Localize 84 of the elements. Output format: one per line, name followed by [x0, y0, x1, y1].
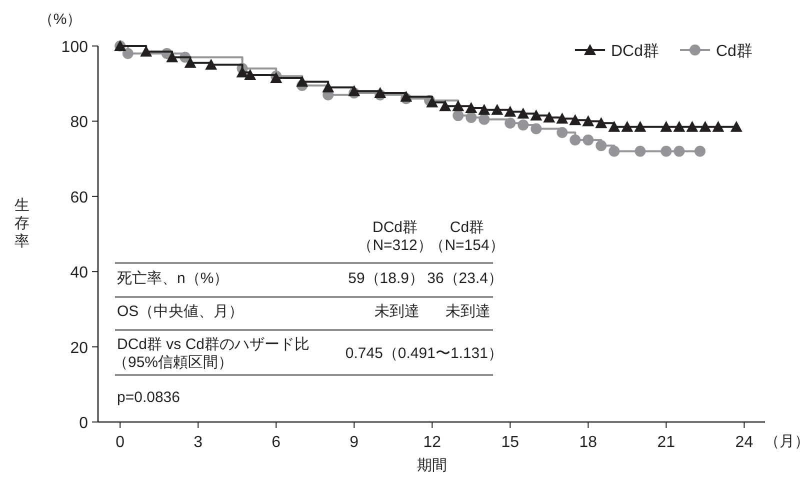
point	[694, 146, 706, 157]
point	[608, 146, 620, 157]
y-tick-label: 20	[70, 340, 88, 357]
point	[478, 104, 490, 115]
annotation: Cd群	[450, 219, 484, 236]
point	[517, 108, 530, 119]
point	[686, 120, 698, 132]
point	[236, 66, 248, 78]
point	[322, 81, 334, 92]
point	[673, 120, 686, 132]
point	[452, 110, 464, 122]
point	[518, 119, 529, 130]
point	[582, 115, 594, 126]
point	[712, 120, 724, 132]
point	[621, 120, 634, 132]
annotation: DCd群	[372, 219, 418, 236]
point	[491, 104, 504, 115]
annotation: 未到達	[446, 303, 490, 320]
point	[582, 134, 594, 146]
annotation: OS（中央値、月）	[117, 303, 244, 320]
point	[244, 68, 256, 80]
annotation: p=0.0836	[117, 389, 180, 406]
x-tick-label: 12	[423, 434, 442, 451]
point	[608, 120, 620, 132]
point	[296, 76, 308, 87]
point	[205, 58, 218, 70]
point	[634, 146, 646, 157]
point	[504, 106, 516, 117]
point	[530, 110, 542, 121]
point	[543, 111, 556, 122]
x-tick-label: 24	[735, 434, 754, 451]
x-tick-label: 18	[579, 434, 598, 451]
y-tick-label: 100	[61, 39, 88, 56]
point	[439, 100, 452, 112]
annotation: DCd群 vs Cd群のハザード比	[117, 336, 310, 353]
point	[634, 120, 646, 132]
y-tick-label: 60	[70, 189, 88, 206]
point	[556, 126, 568, 138]
annotation: （N=312）	[358, 237, 432, 254]
point	[466, 112, 477, 123]
y-axis-title: 生存率	[14, 197, 30, 250]
x-tick-label: 15	[501, 434, 520, 451]
annotation: 0.745（0.491〜1.131）	[345, 345, 503, 362]
point	[140, 46, 152, 57]
x-tick-label: 0	[116, 434, 125, 451]
y-tick-label: 40	[70, 264, 88, 282]
y-tick-label: 80	[70, 114, 88, 132]
y-tick-label: 0	[79, 415, 88, 432]
x-tick-label: 3	[194, 434, 203, 451]
legend-label: Cd群	[716, 43, 752, 60]
point	[478, 114, 490, 125]
legend-label: DCd群	[611, 43, 660, 60]
x-tick-label: 6	[272, 434, 281, 451]
annotation: 59（18.9）	[348, 270, 424, 287]
point	[596, 140, 607, 152]
point	[504, 118, 516, 129]
point	[166, 51, 178, 62]
annotation: （95%信頼区間）	[113, 354, 234, 371]
x-tick-label: 21	[657, 434, 676, 451]
x-axis-title: 期間	[417, 457, 448, 474]
annotation: 未到達	[374, 303, 420, 320]
text: （%）	[38, 11, 82, 28]
text: （月）	[764, 433, 810, 450]
point	[699, 120, 712, 132]
point	[660, 120, 672, 132]
point	[122, 48, 134, 60]
annotation: 死亡率、n（%）	[117, 270, 229, 287]
point	[452, 100, 464, 112]
point	[530, 123, 542, 134]
point	[569, 114, 582, 126]
annotation: 36（23.4）	[427, 270, 503, 287]
point	[730, 120, 742, 132]
point	[465, 102, 478, 114]
point	[595, 117, 608, 128]
annotation: （N=154）	[430, 237, 504, 254]
point	[400, 90, 412, 102]
point	[660, 146, 672, 157]
x-tick-label: 9	[350, 434, 359, 451]
point	[184, 56, 196, 68]
point	[674, 146, 685, 157]
point	[374, 87, 386, 98]
point	[556, 112, 568, 124]
point	[348, 85, 360, 96]
point	[570, 134, 581, 146]
